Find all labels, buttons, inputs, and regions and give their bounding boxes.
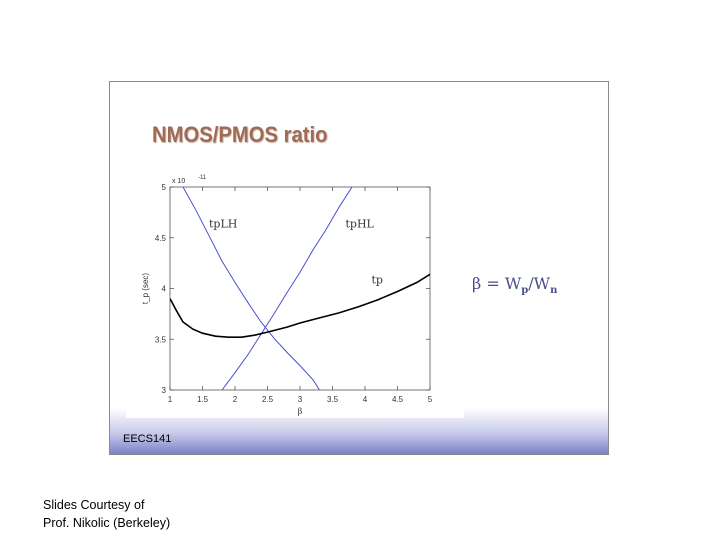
y-multiplier-exponent: -11	[198, 175, 207, 181]
caption-line-2: Prof. Nikolic (Berkeley)	[43, 516, 171, 530]
y-tick-label: 3.5	[155, 335, 167, 344]
formula-mid: /W	[528, 274, 551, 293]
formula-lhs: β = W	[472, 274, 522, 293]
y-tick-label: 4.5	[155, 234, 167, 243]
slide-title: NMOS/PMOS ratio	[152, 122, 328, 147]
series-annotation-tpLH: tpLH	[209, 218, 237, 231]
y-tick-label: 3	[162, 386, 167, 395]
caption-line-1: Slides Courtesy of	[43, 498, 145, 512]
x-tick-label: 3	[298, 395, 303, 404]
series-annotation-tpHL: tpHL	[346, 218, 375, 231]
x-tick-label: 1	[168, 395, 173, 404]
x-tick-label: 4.5	[392, 395, 404, 404]
beta-formula: β = Wp/Wn	[472, 274, 557, 296]
y-multiplier-label: x 10	[172, 178, 185, 185]
x-axis-label: β	[298, 407, 303, 416]
x-tick-label: 2	[233, 395, 238, 404]
x-tick-label: 5	[428, 395, 433, 404]
series-line-tpHL	[221, 187, 353, 390]
x-tick-label: 3.5	[327, 395, 339, 404]
x-tick-label: 1.5	[197, 395, 209, 404]
formula-den-sub: n	[550, 285, 558, 297]
y-axis-label: t_p (sec)	[141, 273, 150, 304]
series-line-tpLH	[182, 187, 320, 390]
slide-caption: Slides Courtesy of Prof. Nikolic (Berkel…	[43, 496, 170, 532]
y-tick-label: 4	[162, 285, 167, 294]
y-tick-label: 5	[162, 183, 167, 192]
formula-num-sub: p	[521, 285, 529, 297]
plot-panel	[126, 176, 464, 418]
series-line-tp	[170, 273, 430, 338]
x-tick-label: 2.5	[262, 395, 274, 404]
footer-course-label: EECS141	[123, 433, 172, 445]
series-annotation-tp: tp	[372, 273, 383, 286]
x-tick-label: 4	[363, 395, 368, 404]
